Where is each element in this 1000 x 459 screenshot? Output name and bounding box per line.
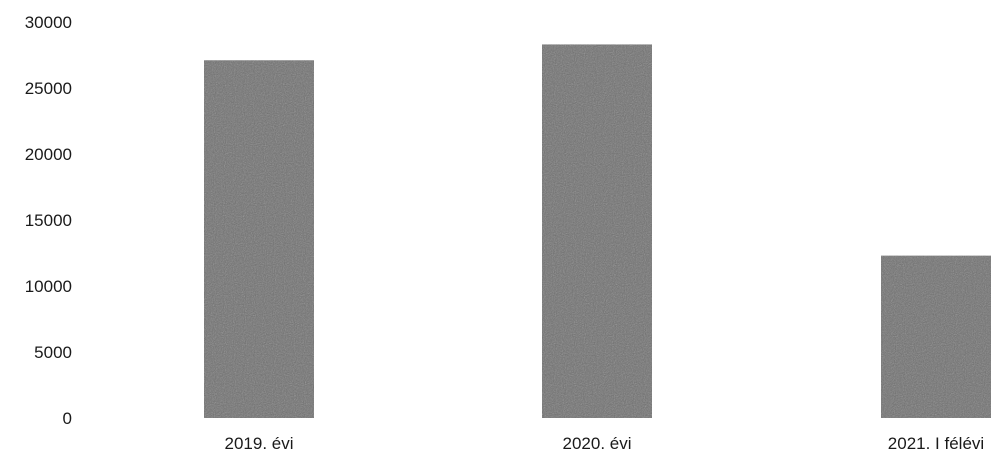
x-category-label: 2021. I félévi: [888, 434, 984, 453]
y-tick-label: 10000: [25, 277, 72, 296]
y-tick-label: 25000: [25, 79, 72, 98]
bar: [881, 255, 991, 418]
y-tick-label: 0: [63, 409, 72, 428]
y-axis-tick-labels: 0 5000 10000 15000 20000 25000 30000: [25, 13, 72, 428]
y-tick-label: 5000: [34, 343, 72, 362]
y-tick-label: 15000: [25, 211, 72, 230]
bar: [204, 60, 314, 418]
bars: [204, 44, 991, 418]
y-tick-label: 30000: [25, 13, 72, 32]
bar: [542, 44, 652, 418]
y-tick-label: 20000: [25, 145, 72, 164]
x-category-label: 2020. évi: [563, 434, 632, 453]
x-axis-category-labels: 2019. évi 2020. évi 2021. I félévi: [225, 434, 985, 453]
x-category-label: 2019. évi: [225, 434, 294, 453]
